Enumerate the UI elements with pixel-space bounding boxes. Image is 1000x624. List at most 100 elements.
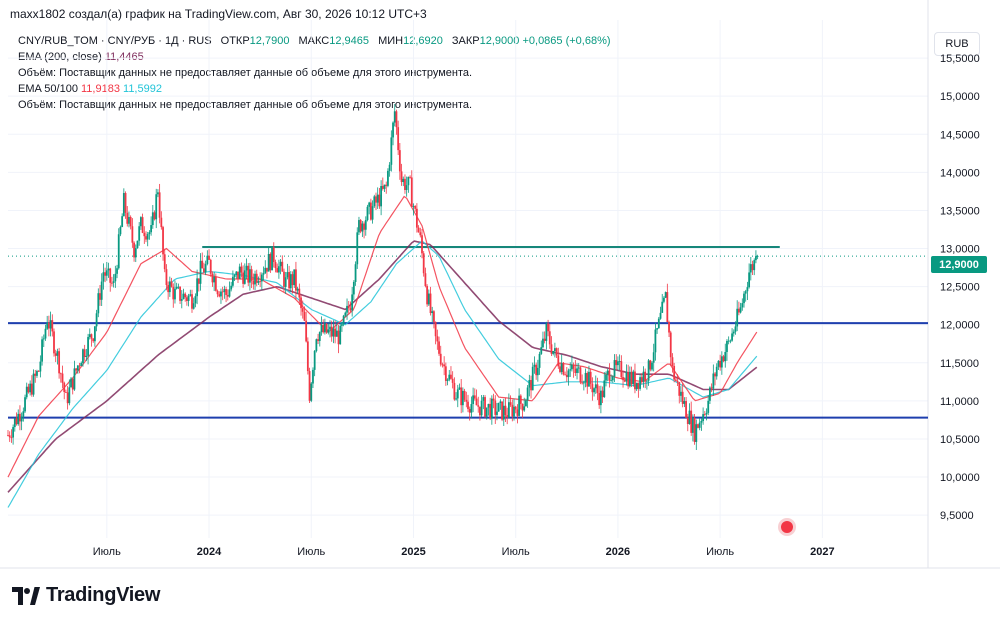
candle-body <box>75 368 78 371</box>
candle-body <box>472 395 475 405</box>
candle-body <box>714 373 716 377</box>
y-tick-label: 10,0000 <box>940 472 980 484</box>
candle-body <box>82 349 84 363</box>
candle-body <box>90 334 93 339</box>
candle-body <box>710 387 713 389</box>
candle-body <box>705 412 708 415</box>
candle-body <box>158 192 161 218</box>
candle-body <box>213 276 216 283</box>
candle-body <box>630 371 633 385</box>
price-chart[interactable]: 15,5000 15,0000 14,5000 14,0000 13,5000 13,00… <box>0 0 1000 575</box>
candle-body <box>552 350 555 354</box>
candle-body <box>136 240 139 249</box>
candle-body <box>390 137 393 165</box>
candle-body <box>470 404 473 413</box>
candle-body <box>71 378 74 390</box>
candle-body <box>65 392 67 393</box>
candle-body <box>320 325 323 333</box>
open-value: 12,7900 <box>249 35 290 47</box>
candle-body <box>465 399 468 402</box>
candle-body <box>51 320 54 332</box>
candle-body <box>375 196 377 203</box>
candle-body <box>502 405 505 420</box>
candle-body <box>431 311 434 314</box>
candle-body <box>703 414 706 415</box>
candle-body <box>42 338 45 340</box>
candle-body <box>56 351 59 356</box>
candle-body <box>281 261 284 272</box>
candle-body <box>36 370 38 376</box>
candle-body <box>414 205 417 209</box>
candle-body <box>100 281 103 300</box>
footer-brand[interactable]: TradingView <box>12 584 160 607</box>
candle-body <box>404 178 406 191</box>
candle-body <box>511 404 514 417</box>
candle-body <box>523 406 526 411</box>
x-tick-label: Июль <box>297 546 325 558</box>
candle-body <box>451 378 454 383</box>
candle-body <box>691 417 694 433</box>
candle-body <box>83 349 86 357</box>
candle-body <box>78 365 81 367</box>
currency-button[interactable]: RUB <box>934 32 980 56</box>
candle-body <box>441 364 444 366</box>
candle-body <box>197 278 200 284</box>
candle-body <box>463 390 466 400</box>
candle-body <box>19 413 21 422</box>
candle-body <box>381 186 384 189</box>
candle-body <box>58 351 61 374</box>
candle-body <box>167 285 170 293</box>
alert-dot-icon[interactable] <box>778 518 796 536</box>
candle-body <box>139 217 142 227</box>
y-tick-label: 9,5000 <box>940 510 974 522</box>
candle-body <box>645 380 648 382</box>
candle-body <box>274 261 277 269</box>
candle-body <box>410 177 413 207</box>
candle-body <box>461 390 464 406</box>
x-tick-label: 2026 <box>606 546 630 558</box>
candle-body <box>312 369 314 384</box>
candle-body <box>226 294 229 297</box>
candle-body <box>482 397 485 401</box>
candle-body <box>709 387 711 401</box>
x-tick-label: Июль <box>93 546 121 558</box>
candle-body <box>634 371 636 390</box>
candle-body <box>218 294 221 297</box>
candle-body <box>47 322 50 329</box>
candle-body <box>32 373 35 395</box>
ema200-row[interactable]: EMA (200, close) 11,4465 <box>18 49 611 65</box>
candle-body <box>640 377 643 382</box>
candle-body <box>726 340 728 352</box>
candle-body <box>257 281 260 283</box>
candle-body <box>557 355 560 367</box>
candle-body <box>535 364 538 376</box>
close-value: 12,9000 <box>479 35 520 47</box>
high-value: 12,9465 <box>329 35 369 47</box>
candle-body <box>594 384 597 389</box>
candle-body <box>731 333 733 341</box>
symbol-title[interactable]: CNY/RUB_TOM · CNY/РУБ · 1Д · RUS <box>18 35 212 47</box>
ema50100-row[interactable]: EMA 50/100 11,9183 11,5992 <box>18 81 611 97</box>
candle-body <box>657 318 660 329</box>
candle-body <box>260 274 263 282</box>
candle-body <box>349 308 352 311</box>
candle-body <box>637 382 640 389</box>
candle-body <box>228 289 231 297</box>
candle-body <box>402 178 405 183</box>
candle-body <box>121 216 124 227</box>
candle-body <box>245 265 248 271</box>
candle-body <box>124 193 127 213</box>
candle-body <box>249 269 251 283</box>
candle-body <box>192 303 195 309</box>
candle-body <box>446 379 449 381</box>
candle-body <box>649 360 652 370</box>
candle-body <box>170 281 173 287</box>
candle-body <box>668 322 670 333</box>
candle-body <box>373 196 376 207</box>
candle-body <box>479 406 481 416</box>
candle-body <box>233 275 236 277</box>
y-tick-label: 11,5000 <box>940 358 979 370</box>
ema100-line <box>7 240 758 508</box>
candle-body <box>543 338 546 341</box>
candle-body <box>112 281 115 283</box>
